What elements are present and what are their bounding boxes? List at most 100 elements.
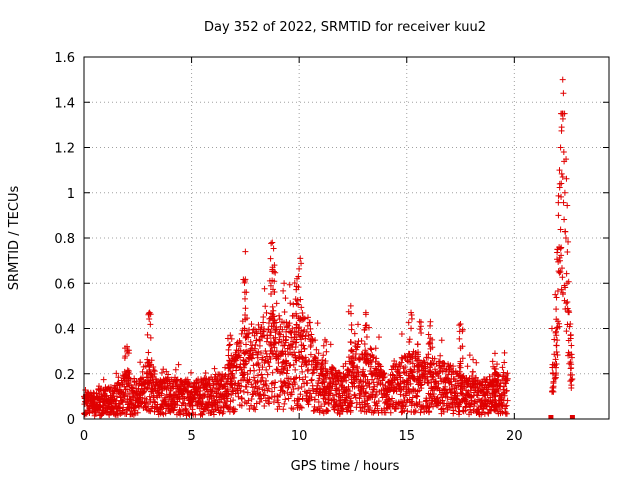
data-point <box>284 367 291 374</box>
data-point <box>211 365 218 372</box>
data-point <box>149 373 156 380</box>
data-point <box>262 348 269 355</box>
data-point <box>257 391 264 398</box>
data-point <box>252 341 259 348</box>
data-point <box>214 376 221 383</box>
data-point <box>243 383 250 390</box>
y-tick-label: 0 <box>67 413 75 428</box>
data-point <box>223 379 230 386</box>
data-point <box>280 406 287 413</box>
data-point <box>269 369 276 376</box>
data-point <box>202 369 209 376</box>
data-point <box>126 371 133 378</box>
data-point <box>96 403 103 410</box>
data-point <box>121 392 128 399</box>
data-point <box>270 399 277 406</box>
data-point <box>235 393 242 400</box>
data-point <box>277 370 284 377</box>
data-point <box>284 323 291 330</box>
data-point <box>284 389 291 396</box>
data-point <box>266 363 273 370</box>
data-point <box>261 392 268 399</box>
data-point <box>92 411 99 418</box>
data-point <box>227 398 234 405</box>
data-point <box>246 376 253 383</box>
data-point <box>125 367 132 374</box>
data-point <box>138 400 145 407</box>
x-tick-label: 15 <box>398 429 415 444</box>
data-point <box>241 369 248 376</box>
data-point <box>258 395 265 402</box>
data-point <box>113 393 120 400</box>
data-point <box>249 391 256 398</box>
data-point <box>258 350 265 357</box>
data-point <box>243 315 250 322</box>
data-point <box>228 391 235 398</box>
data-point <box>115 374 122 381</box>
data-point <box>137 359 144 366</box>
data-point <box>262 303 269 310</box>
data-point <box>189 402 196 409</box>
data-point <box>146 393 153 400</box>
data-point <box>222 372 229 379</box>
data-point <box>134 409 141 416</box>
data-point <box>276 312 283 319</box>
data-point <box>243 341 250 348</box>
data-point-zero <box>569 415 575 419</box>
data-point <box>248 396 255 403</box>
data-point <box>175 361 182 368</box>
y-tick-label: 0.6 <box>54 277 75 292</box>
data-point <box>246 326 253 333</box>
data-point <box>256 342 263 349</box>
data-point <box>278 338 285 345</box>
data-point <box>237 340 244 347</box>
data-point <box>237 354 244 361</box>
data-point <box>166 408 173 415</box>
data-point <box>261 285 268 292</box>
x-tick-label: 10 <box>291 429 308 444</box>
grid <box>84 57 609 419</box>
x-tick-label: 20 <box>506 429 523 444</box>
x-tick-label: 5 <box>187 429 195 444</box>
data-point <box>107 383 114 390</box>
data-points <box>81 76 576 419</box>
data-point <box>252 406 259 413</box>
data-point <box>187 369 194 376</box>
data-point <box>248 381 255 388</box>
data-point <box>185 410 192 417</box>
data-point <box>119 399 126 406</box>
data-point <box>215 386 222 393</box>
data-point <box>147 334 154 341</box>
data-point <box>149 374 156 381</box>
data-point <box>177 408 184 415</box>
data-point <box>158 369 165 376</box>
data-point <box>140 389 147 396</box>
data-point <box>129 385 136 392</box>
data-point <box>165 371 172 378</box>
data-point <box>199 399 206 406</box>
data-point <box>250 374 257 381</box>
data-point <box>248 402 255 409</box>
data-point <box>285 383 292 390</box>
data-point <box>121 393 128 400</box>
y-tick-label: 0.2 <box>54 368 75 383</box>
data-point <box>245 334 252 341</box>
data-point <box>192 411 199 418</box>
data-point <box>249 384 256 391</box>
data-point <box>160 366 167 373</box>
data-point <box>268 394 275 401</box>
data-point <box>100 376 107 383</box>
data-point <box>249 329 256 336</box>
data-point <box>232 357 239 364</box>
x-tick-label: 0 <box>80 429 88 444</box>
data-point <box>275 399 282 406</box>
data-point <box>199 411 206 418</box>
data-point <box>273 348 280 355</box>
y-tick-label: 0.8 <box>54 232 75 247</box>
data-point <box>276 392 283 399</box>
data-point <box>235 353 242 360</box>
data-point <box>218 396 225 403</box>
y-tick-label: 1 <box>67 187 75 202</box>
data-point <box>174 376 181 383</box>
